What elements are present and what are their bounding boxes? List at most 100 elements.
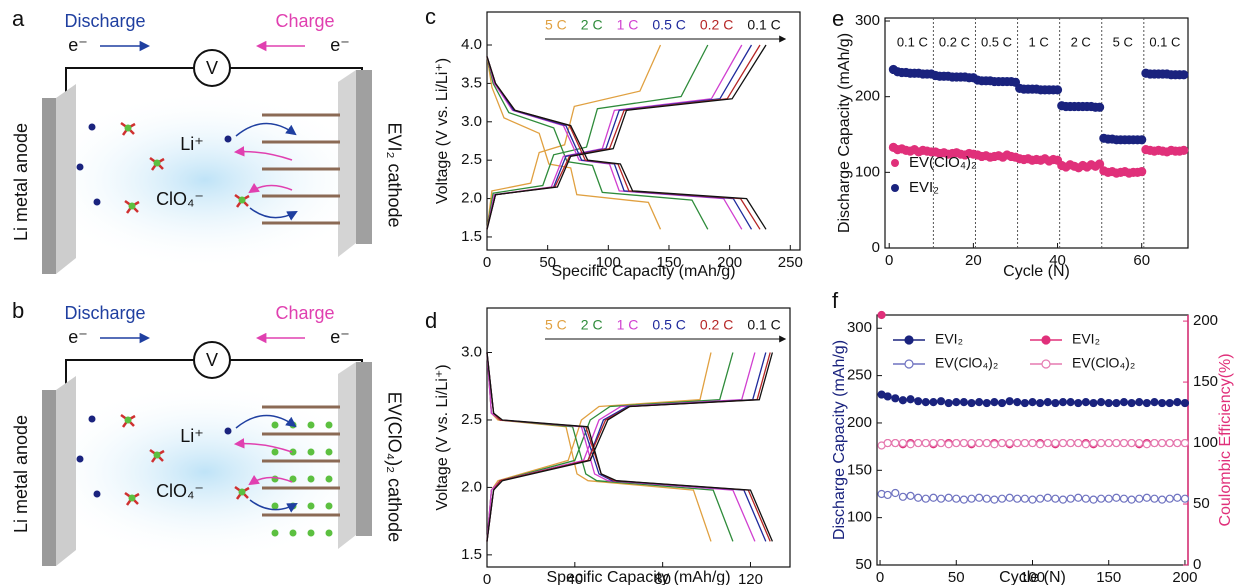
anion-label: ClO₄⁻ xyxy=(156,481,204,501)
data-point xyxy=(1135,494,1144,503)
cathode-front xyxy=(356,70,372,244)
data-point xyxy=(1043,438,1052,448)
legend-label: 5 C xyxy=(545,17,567,33)
data-point xyxy=(929,398,938,407)
cation-label: Li⁺ xyxy=(180,134,204,154)
data-point xyxy=(1051,438,1060,448)
data-point xyxy=(1081,440,1090,449)
data-point xyxy=(1097,494,1106,503)
data-point xyxy=(1157,398,1167,408)
crystal-anion xyxy=(271,529,279,537)
x-tick-label: 0 xyxy=(483,254,491,271)
y2-tick-label: 50 xyxy=(1193,495,1210,512)
legend-marker xyxy=(1041,359,1051,369)
data-point xyxy=(1074,493,1083,502)
data-point xyxy=(1074,438,1083,448)
x-tick-label: 0 xyxy=(483,571,491,585)
data-point xyxy=(990,495,999,504)
data-point xyxy=(1173,493,1182,502)
data-point xyxy=(1112,493,1121,502)
y2-tick-label: 150 xyxy=(1193,373,1218,390)
x-tick-label: 100 xyxy=(596,254,621,271)
curve xyxy=(486,44,709,230)
y-tick-label: 50 xyxy=(855,556,872,573)
data-point xyxy=(1104,438,1113,448)
data-point xyxy=(1036,440,1045,449)
legend-marker xyxy=(1041,335,1051,345)
crystal-anion xyxy=(271,448,279,456)
data-point xyxy=(975,493,984,502)
electrolyte-glow xyxy=(35,90,375,270)
legend-label: EVI₂ xyxy=(935,331,963,347)
curve xyxy=(486,352,712,542)
charge-label: Charge xyxy=(275,11,334,31)
data-point xyxy=(997,438,1007,448)
perchlorate-ion xyxy=(128,494,136,502)
crystal-anion xyxy=(307,421,315,429)
data-point xyxy=(1157,438,1167,448)
perchlorate-ion xyxy=(153,451,161,459)
data-point xyxy=(1005,493,1014,502)
data-point xyxy=(1150,494,1159,503)
data-point xyxy=(936,494,946,503)
data-point xyxy=(952,494,961,503)
legend-label: 5 C xyxy=(545,317,567,333)
ion-arrow xyxy=(248,182,293,194)
lithium-ion xyxy=(76,163,84,171)
data-point xyxy=(1179,70,1189,80)
data-point xyxy=(997,494,1007,503)
crystal-anion xyxy=(271,475,279,483)
plot-frame xyxy=(486,11,801,251)
data-point xyxy=(1150,438,1159,448)
data-point xyxy=(1013,494,1022,503)
data-point xyxy=(1142,398,1151,408)
data-point xyxy=(1066,494,1075,503)
ion-arrow xyxy=(249,207,298,221)
data-point xyxy=(1081,494,1090,503)
data-point xyxy=(1043,493,1052,502)
data-point xyxy=(1089,438,1098,448)
data-point xyxy=(1104,494,1113,503)
data-point xyxy=(967,398,976,408)
legend-label: 2 C xyxy=(581,17,603,33)
crystal-anion xyxy=(325,421,333,429)
data-point xyxy=(921,438,930,448)
data-point xyxy=(898,396,908,405)
ion-arrow xyxy=(233,438,293,453)
y-tick-label: 2.0 xyxy=(461,478,482,495)
data-point xyxy=(1179,145,1189,156)
x-axis-title: Cycle (N) xyxy=(1003,263,1070,280)
curve xyxy=(486,352,767,542)
anion-label: ClO₄⁻ xyxy=(156,189,204,209)
data-point xyxy=(1119,438,1129,448)
x-tick-label: 50 xyxy=(948,569,965,585)
discharge-label: Discharge xyxy=(64,303,145,323)
data-point xyxy=(1142,493,1151,502)
ion-arrow xyxy=(248,474,293,486)
y-tick-label: 4.0 xyxy=(461,36,482,53)
rate-label: 0.1 C xyxy=(1149,34,1180,49)
anode-label: Li metal anode xyxy=(11,123,31,241)
legend-label: 1 C xyxy=(617,17,639,33)
panel-label: d xyxy=(425,308,437,333)
data-point xyxy=(929,493,938,502)
x-tick-label: 80 xyxy=(654,571,671,585)
data-point xyxy=(982,438,991,448)
circuit-wire xyxy=(65,359,194,384)
x-tick-label: 100 xyxy=(1020,569,1045,585)
data-point xyxy=(1066,398,1075,407)
data-point xyxy=(1089,398,1098,408)
perchlorate-ion xyxy=(124,124,132,132)
perchlorate-ion xyxy=(238,488,246,496)
data-point xyxy=(1036,494,1045,503)
data-point xyxy=(1112,398,1121,408)
x-tick-label: 200 xyxy=(1172,569,1197,585)
anode-front xyxy=(42,98,56,274)
panel-label: a xyxy=(12,6,25,31)
data-point xyxy=(944,398,953,408)
crystal-anion xyxy=(325,448,333,456)
data-point xyxy=(936,438,946,448)
data-point xyxy=(1157,495,1167,504)
lithium-ion xyxy=(88,415,96,423)
